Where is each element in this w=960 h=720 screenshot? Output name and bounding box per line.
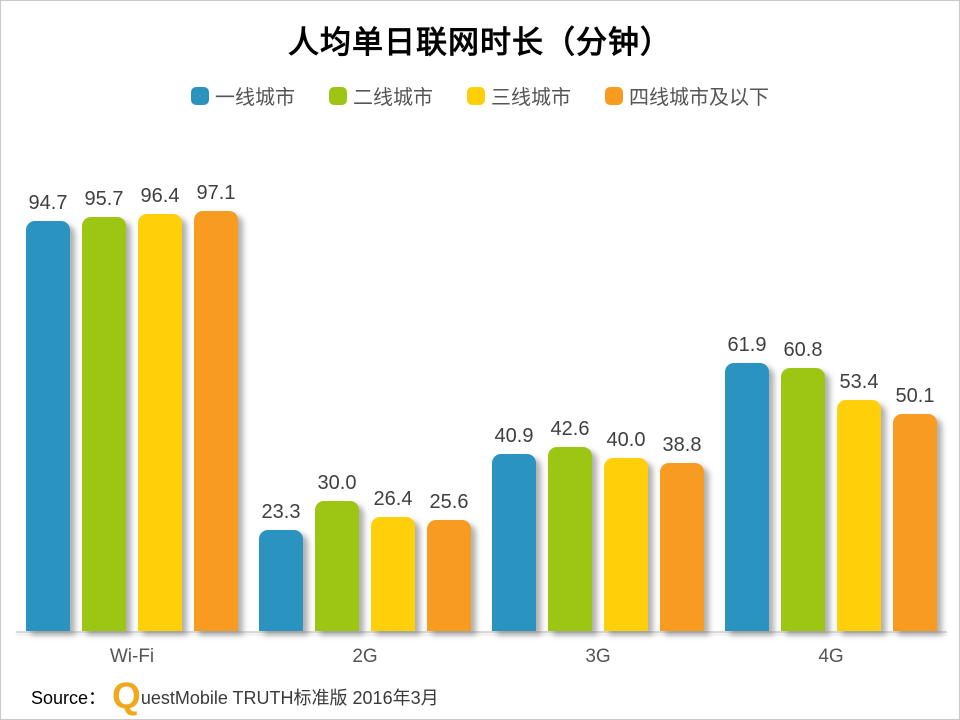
bar-value-label: 40.0 bbox=[606, 429, 646, 451]
bar-column: 53.4 bbox=[837, 371, 881, 631]
bar-value-label: 97.1 bbox=[196, 182, 236, 204]
bar-一线城市-2G bbox=[259, 530, 303, 631]
bar-column: 26.4 bbox=[371, 488, 415, 631]
bar-value-label: 53.4 bbox=[839, 371, 879, 393]
x-axis-label-4G: 4G bbox=[818, 646, 844, 667]
x-axis-label-Wi-Fi: Wi-Fi bbox=[109, 646, 155, 667]
bar-一线城市-4G bbox=[725, 363, 769, 631]
bar-三线城市-3G bbox=[604, 458, 648, 631]
source-text: uestMobile TRUTH标准版 2016年3月 bbox=[140, 688, 439, 708]
legend-item-一线城市: 一线城市 bbox=[191, 81, 295, 110]
bar-二线城市-Wi-Fi bbox=[82, 217, 126, 631]
legend-label: 三线城市 bbox=[491, 87, 571, 109]
bar-group-Wi-Fi: 94.7 95.7 96.4 97.1 bbox=[26, 182, 238, 631]
bar-二线城市-3G bbox=[548, 447, 592, 631]
bar-value-label: 60.8 bbox=[783, 339, 823, 361]
bar-column: 30.0 bbox=[315, 472, 359, 631]
bar-二线城市-4G bbox=[781, 368, 825, 631]
bar-value-label: 94.7 bbox=[28, 192, 68, 214]
legend-label: 二线城市 bbox=[353, 87, 433, 109]
x-axis-label-3G: 3G bbox=[585, 646, 611, 667]
legend-swatch-icon bbox=[467, 86, 485, 105]
bar-column: 61.9 bbox=[725, 334, 769, 631]
legend-item-二线城市: 二线城市 bbox=[329, 81, 433, 110]
bar-column: 96.4 bbox=[138, 185, 182, 631]
legend-swatch-icon bbox=[329, 86, 347, 105]
bar-value-label: 40.9 bbox=[494, 425, 534, 447]
bar-四线城市及以下-Wi-Fi bbox=[194, 211, 238, 631]
bar-column: 25.6 bbox=[427, 491, 471, 631]
source-line: Source： Q uestMobile TRUTH标准版 2016年3月 bbox=[31, 675, 439, 716]
legend: 一线城市 二线城市 三线城市 四线城市及以下 bbox=[1, 81, 959, 110]
bar-value-label: 50.1 bbox=[895, 385, 935, 407]
bar-value-label: 38.8 bbox=[662, 434, 702, 456]
bar-value-label: 30.0 bbox=[317, 472, 357, 494]
bar-group-3G: 40.9 42.6 40.0 38.8 bbox=[492, 418, 704, 631]
legend-item-三线城市: 三线城市 bbox=[467, 81, 571, 110]
legend-item-四线城市及以下: 四线城市及以下 bbox=[605, 81, 769, 110]
source-prefix-label: Source： bbox=[31, 688, 107, 708]
bar-column: 38.8 bbox=[660, 434, 704, 631]
legend-swatch-icon bbox=[191, 86, 209, 105]
bar-column: 95.7 bbox=[82, 188, 126, 631]
bar-value-label: 96.4 bbox=[140, 185, 180, 207]
bar-column: 42.6 bbox=[548, 418, 592, 631]
bar-二线城市-2G bbox=[315, 501, 359, 631]
bar-value-label: 25.6 bbox=[429, 491, 469, 513]
legend-label: 一线城市 bbox=[215, 87, 295, 109]
legend-label: 四线城市及以下 bbox=[629, 87, 769, 109]
questmobile-q-logo: Q bbox=[112, 675, 141, 716]
bar-一线城市-Wi-Fi bbox=[26, 221, 70, 631]
bar-column: 23.3 bbox=[259, 501, 303, 631]
bar-三线城市-Wi-Fi bbox=[138, 214, 182, 631]
bar-group-2G: 23.3 30.0 26.4 25.6 bbox=[259, 472, 471, 631]
bar-column: 50.1 bbox=[893, 385, 937, 631]
bar-四线城市及以下-3G bbox=[660, 463, 704, 631]
bar-value-label: 42.6 bbox=[550, 418, 590, 440]
bar-column: 97.1 bbox=[194, 182, 238, 631]
x-axis-label-2G: 2G bbox=[352, 646, 378, 667]
bar-column: 94.7 bbox=[26, 192, 70, 631]
bar-column: 40.0 bbox=[604, 429, 648, 631]
bar-三线城市-2G bbox=[371, 517, 415, 631]
bar-四线城市及以下-4G bbox=[893, 414, 937, 631]
bar-chart-plot-area: 94.7 95.7 96.4 97.1 23.3 30.0 26.4 25.6 40.9 42.6… bbox=[1, 176, 960, 633]
bar-value-label: 95.7 bbox=[84, 188, 124, 210]
x-axis-line bbox=[16, 631, 947, 633]
bar-value-label: 23.3 bbox=[261, 501, 301, 523]
chart-title: 人均单日联网时长（分钟） bbox=[288, 25, 672, 60]
bar-column: 60.8 bbox=[781, 339, 825, 631]
bar-一线城市-3G bbox=[492, 454, 536, 631]
bar-group-4G: 61.9 60.8 53.4 50.1 bbox=[725, 334, 937, 631]
bar-value-label: 26.4 bbox=[373, 488, 413, 510]
bar-四线城市及以下-2G bbox=[427, 520, 471, 631]
legend-swatch-icon bbox=[605, 86, 623, 105]
bar-column: 40.9 bbox=[492, 425, 536, 631]
bar-三线城市-4G bbox=[837, 400, 881, 631]
bar-value-label: 61.9 bbox=[727, 334, 767, 356]
